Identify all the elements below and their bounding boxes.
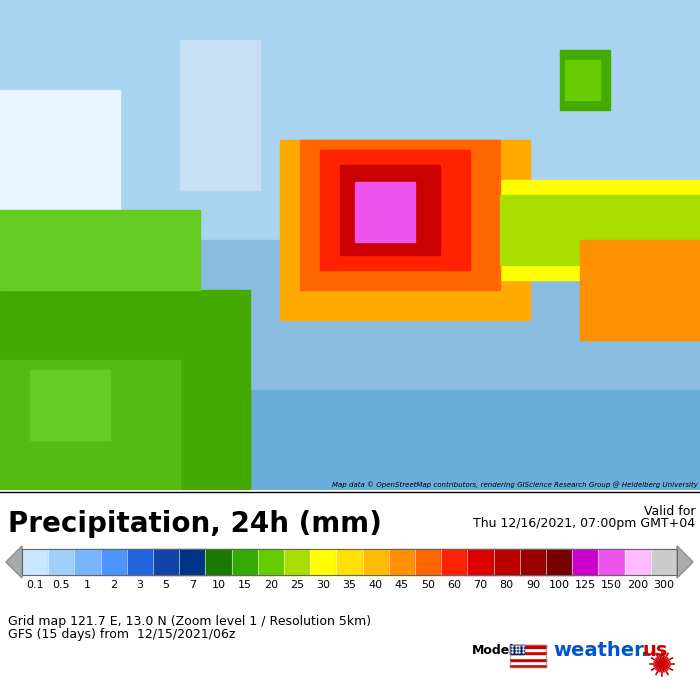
Text: 10: 10 [211,580,225,590]
Bar [363,549,389,575]
Bar [441,549,468,575]
Bar [624,549,651,575]
Text: 35: 35 [342,580,356,590]
Bar [468,549,493,575]
Text: weather.: weather. [553,640,648,659]
Text: 25: 25 [290,580,304,590]
Bar [510,651,546,654]
Text: GFS (15 days) from  12/15/2021/06z: GFS (15 days) from 12/15/2021/06z [8,628,235,641]
Bar [0,390,700,490]
Bar [320,150,470,270]
Bar [651,549,677,575]
Text: Model:: Model: [472,643,519,657]
Text: 1: 1 [84,580,91,590]
Text: 40: 40 [369,580,383,590]
Bar [284,549,310,575]
Text: Thu 12/16/2021, 07:00pm GMT+04: Thu 12/16/2021, 07:00pm GMT+04 [473,517,695,530]
Bar [510,657,546,661]
Bar [180,40,260,190]
Text: 50: 50 [421,580,435,590]
Text: 7: 7 [189,580,196,590]
Bar [500,195,700,265]
Text: 3: 3 [136,580,144,590]
Bar [598,549,624,575]
Text: 0.1: 0.1 [27,580,44,590]
Bar [415,549,441,575]
Bar [510,648,546,651]
Bar [337,549,363,575]
Bar [310,549,337,575]
Text: 90: 90 [526,580,540,590]
Text: Grid map 121.7 E, 13.0 N (Zoom level 1 / Resolution 5km): Grid map 121.7 E, 13.0 N (Zoom level 1 /… [8,615,371,628]
Bar [127,549,153,575]
Bar [572,549,598,575]
Bar [0,240,700,390]
Polygon shape [6,546,22,578]
Text: Valid for: Valid for [643,505,695,518]
Bar [510,645,546,648]
Bar [355,182,415,242]
Bar [510,664,546,667]
Bar [560,50,610,110]
Bar [258,549,284,575]
Bar [510,645,524,654]
Bar [510,661,546,664]
Bar [179,549,205,575]
Text: 20: 20 [264,580,278,590]
Text: 100: 100 [549,580,570,590]
Bar [0,290,250,490]
Polygon shape [677,546,693,578]
Text: 45: 45 [395,580,409,590]
Text: Precipitation, 24h (mm): Precipitation, 24h (mm) [8,510,382,538]
Text: Map data © OpenStreetMap contributors, rendering GIScience Research Group @ Heid: Map data © OpenStreetMap contributors, r… [332,482,698,488]
Bar [0,360,180,490]
Bar [0,90,120,290]
Bar [520,549,546,575]
Bar [389,549,415,575]
Bar [30,370,110,440]
Bar [580,240,700,340]
Text: 15: 15 [238,580,252,590]
Bar [22,549,48,575]
Bar [340,165,440,255]
Bar [494,549,520,575]
Bar [565,60,600,100]
Bar [300,140,500,290]
Bar [205,549,232,575]
Text: 70: 70 [473,580,488,590]
Bar [48,549,74,575]
Text: 2: 2 [110,580,118,590]
Text: 80: 80 [500,580,514,590]
Bar [101,549,127,575]
Bar [153,549,179,575]
Bar [510,654,546,657]
Text: 200: 200 [627,580,648,590]
Text: 300: 300 [653,580,674,590]
Bar [22,549,677,575]
Bar [0,210,200,290]
Bar [430,180,700,280]
Text: 125: 125 [575,580,596,590]
Bar [510,645,546,667]
Bar [280,140,530,320]
Text: 30: 30 [316,580,330,590]
Text: 150: 150 [601,580,622,590]
Bar [232,549,258,575]
Text: 0.5: 0.5 [52,580,70,590]
Bar [546,549,572,575]
Bar [74,549,101,575]
Bar [0,0,700,240]
Text: 60: 60 [447,580,461,590]
Text: us: us [643,640,668,659]
Text: 5: 5 [162,580,169,590]
